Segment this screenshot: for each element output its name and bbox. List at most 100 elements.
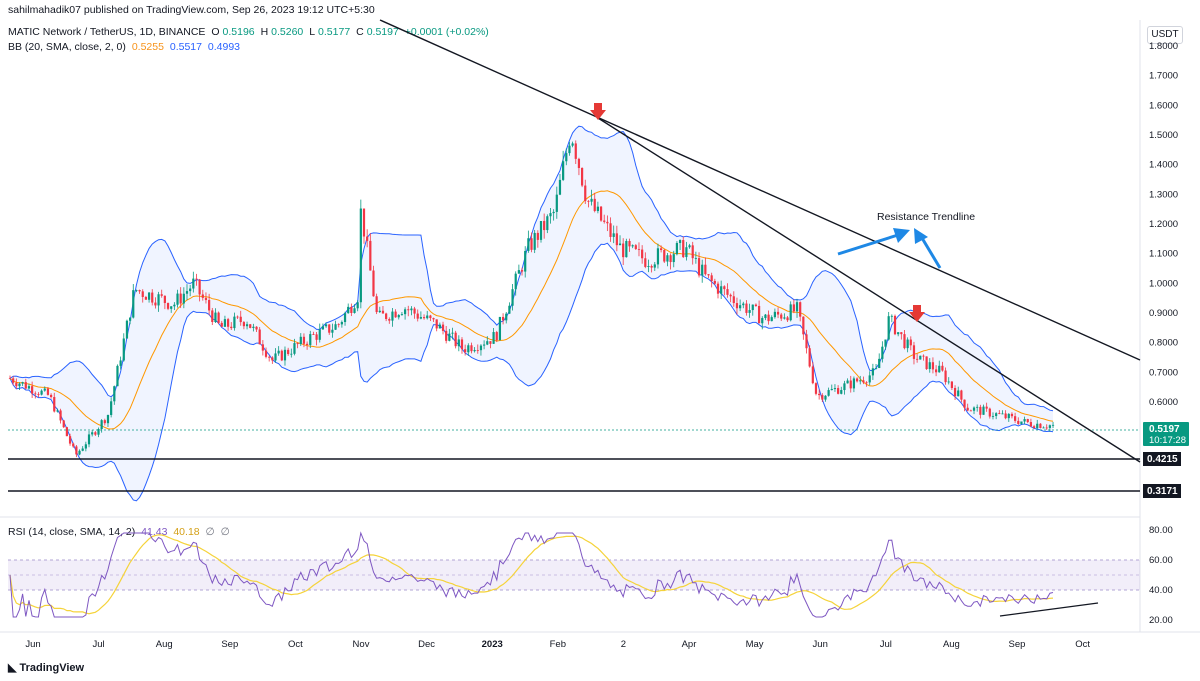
candle-body [735,303,739,309]
candle-body [479,345,483,351]
candle-body [713,280,716,284]
candle-body [309,334,312,345]
candle-body [59,410,62,421]
candle-body [631,245,634,247]
candle-body [1017,420,1020,424]
candle-body [483,344,486,346]
candle-body [580,168,584,186]
time-tick: Aug [156,639,173,650]
resistance-trendline[interactable] [379,19,1141,361]
candle-body [707,274,710,276]
rsi-ma-value: 40.18 [173,526,200,538]
candle-body [226,319,230,327]
candle-body [688,245,691,248]
candle-body [328,324,331,333]
candle-body [757,305,761,324]
candle-body [220,322,223,327]
candle-body [1042,427,1045,429]
candle-body [536,232,539,240]
candle-body [457,339,460,347]
candle-body [350,306,353,313]
time-tick: Jun [813,639,828,650]
tradingview-logo[interactable]: ◣ TradingView [8,662,85,674]
candle-body [672,254,675,263]
candle-body [135,290,138,291]
candle-body [647,266,650,267]
candle-body [966,407,969,411]
candle-body [198,279,201,295]
svg-text:10:17:28: 10:17:28 [1149,435,1186,446]
candle-body [900,332,903,335]
bb-legend[interactable]: BB (20, SMA, close, 2, 0) 0.5255 0.5517 … [8,41,243,53]
bb-label: BB (20, SMA, close, 2, 0) [8,41,126,53]
low-value: 0.5177 [318,26,351,38]
candle-body [306,343,309,345]
candle-body [520,270,524,272]
candle-body [268,356,271,358]
symbol-name: MATIC Network / TetherUS, 1D, BINANCE [8,26,206,38]
candle-body [678,240,682,243]
support-tag-2: 0.3171 [1143,484,1181,498]
candle-body [821,395,824,400]
candle-body [751,304,754,311]
candle-body [675,242,679,255]
candle-body [587,200,590,202]
candle-body [381,310,385,314]
candle-body [818,393,821,396]
candle-body [729,294,732,297]
candle-body [843,383,846,391]
candle-body [230,326,233,329]
candle-body [871,368,874,376]
candle-body [43,388,46,391]
candle-body [995,413,998,417]
candle-body [805,334,808,349]
candle-body [574,143,577,159]
candle-body [454,332,457,347]
candle-body [862,380,865,383]
candle-body [337,324,340,326]
candle-body [410,308,413,311]
candle-body [625,241,628,258]
candle-body [426,315,429,319]
currency-button[interactable]: USDT [1147,26,1183,44]
candle-body [8,378,12,380]
candle-body [748,310,751,313]
descending-trendline[interactable] [597,117,1141,463]
candle-body [599,206,603,221]
rsi-divergence-line[interactable] [999,602,1099,617]
candle-body [618,243,622,246]
candle-body [552,211,555,214]
candle-body [691,245,694,259]
candle-body [656,248,660,265]
bb-lower-value: 0.4993 [207,41,241,53]
candle-body [182,293,185,304]
candle-body [116,365,119,387]
candle-body [770,317,773,322]
candle-body [745,303,748,313]
candle-body [106,414,110,424]
candle-body [385,313,388,320]
price-tick: 1.4000 [1149,160,1178,171]
candle-body [476,350,479,351]
candle-body [786,317,789,321]
candle-body [72,443,75,447]
candle-body [204,297,208,301]
candle-body [837,388,840,394]
candle-body [37,394,40,395]
candle-body [24,382,27,389]
candle-body [413,308,416,314]
time-tick: Aug [943,639,960,650]
candle-body [144,296,148,300]
candle-body [890,315,893,317]
price-tick: 1.3000 [1149,189,1178,200]
candle-body [609,223,612,237]
svg-text:0.5197: 0.5197 [1149,424,1180,435]
candle-body [919,355,922,360]
candle-body [562,161,565,180]
time-tick: Oct [288,639,303,650]
candle-body [378,310,381,313]
candle-body [634,245,637,250]
candle-body [464,349,467,353]
